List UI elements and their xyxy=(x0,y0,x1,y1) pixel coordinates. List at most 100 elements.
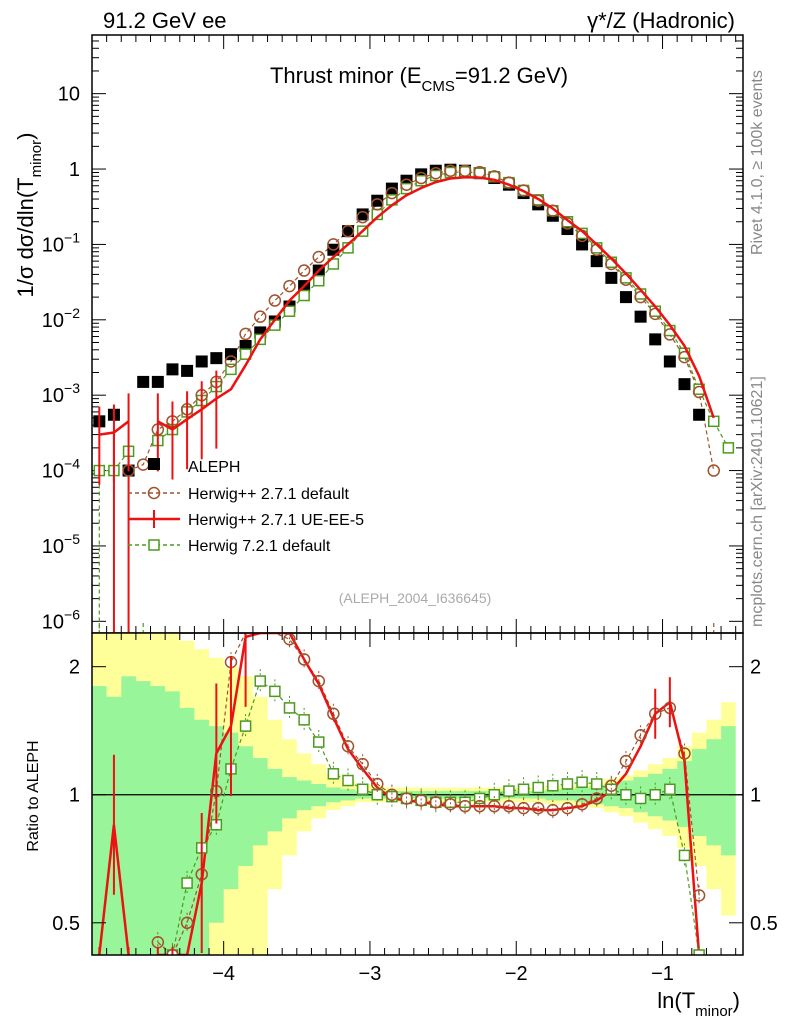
herwig7-point xyxy=(313,274,325,287)
x-tick-label: −3 xyxy=(359,963,382,985)
herwig7-point xyxy=(283,305,296,317)
ratio-panel: 2 2 1 1 0.5 0.5 −4 −3 −2 −1 Ratio to ALEPH ln(Tmi… xyxy=(25,632,778,1020)
herwig7-ratio-point xyxy=(342,774,354,787)
herwig7-point xyxy=(225,363,237,376)
herwigpp-default-ratio-point xyxy=(297,653,311,666)
aleph-point xyxy=(576,238,589,251)
herwig7-ratio-point xyxy=(298,714,310,726)
herwigpp-default-point xyxy=(531,194,545,207)
herwig7-ratio-point xyxy=(313,736,325,748)
y-axis-label: 1/σ dσ/dln(Tminor) xyxy=(13,133,45,298)
herwigpp-default-ratio-point xyxy=(634,728,647,742)
herwigpp-default-ratio-point xyxy=(283,633,296,646)
herwigpp-default-point xyxy=(312,250,326,264)
aleph-point xyxy=(693,408,706,421)
herwig7-point xyxy=(298,289,310,302)
herwig7-ratio-point xyxy=(561,778,574,790)
legend-marker-herwigpp-default xyxy=(147,486,161,500)
herwigpp-default-point xyxy=(385,186,399,200)
legend-label-herwigpp-default: Herwig++ 2.7.1 default xyxy=(188,486,350,503)
herwig7-ratio-point xyxy=(693,949,705,955)
x-axis-label: ln(Tminor) xyxy=(657,988,740,1020)
herwigpp-default-ratio-point xyxy=(414,794,428,807)
ratio-y-tick-label: 1 xyxy=(69,785,80,807)
herwigpp-default-ratio-point xyxy=(502,799,516,813)
herwigpp-default-ratio-point xyxy=(692,889,706,902)
herwigpp-default-point xyxy=(414,171,428,185)
herwig7-ratio-point xyxy=(678,849,691,862)
legend-marker-herwig7 xyxy=(148,539,160,551)
herwigpp-default-ratio-point xyxy=(400,792,413,805)
herwig7-ratio-point xyxy=(664,783,676,796)
aleph-point xyxy=(371,194,384,207)
analysis-watermark: (ALEPH_2004_I636645) xyxy=(339,590,492,606)
aleph-point xyxy=(181,364,194,377)
herwigpp-default-point xyxy=(224,355,238,368)
legend-label-herwigpp-ueee5: Herwig++ 2.7.1 UE-EE-5 xyxy=(188,512,364,529)
herwigpp-default-ratio-point xyxy=(678,747,691,760)
herwigpp-default-ratio-point xyxy=(312,674,326,688)
herwigpp-default-point xyxy=(283,279,296,293)
herwig7-ratio-point xyxy=(239,720,252,732)
x-tick-label: −1 xyxy=(651,963,674,985)
ratio-y-tick-label: 0.5 xyxy=(52,913,80,935)
aleph-point xyxy=(151,375,164,388)
herwig7-line xyxy=(99,171,729,472)
herwigpp-default-point xyxy=(239,327,252,341)
herwigpp-default-ratio-point xyxy=(590,792,603,805)
x-tick-label: −2 xyxy=(505,963,528,985)
herwigpp-default-point xyxy=(327,238,340,251)
aleph-point xyxy=(210,352,223,365)
herwigpp-default-ratio-point xyxy=(341,740,355,753)
aleph-point xyxy=(663,355,676,368)
aleph-point xyxy=(137,375,150,388)
ratio-y-tick-label-right: 1 xyxy=(750,785,761,807)
herwigpp-default-ratio-point xyxy=(473,799,486,813)
ratio-y-tick-label-right: 2 xyxy=(750,657,761,679)
aleph-point xyxy=(619,291,632,304)
aleph-point xyxy=(590,255,603,268)
herwig7-ratio-point xyxy=(620,788,632,801)
plot-title: Thrust minor (ECMS=91.2 GeV) xyxy=(270,63,568,95)
ratio-y-tick-label: 2 xyxy=(69,657,80,679)
herwig7-ratio-point xyxy=(181,877,193,889)
herwig7-ratio-point xyxy=(283,702,296,714)
herwigpp-default-ratio-point xyxy=(546,803,560,817)
herwig7-ratio-point xyxy=(503,785,515,797)
herwigpp-default-point xyxy=(297,264,311,277)
legend-label-aleph: ALEPH xyxy=(188,459,240,476)
herwigpp-default-ratio-point xyxy=(180,916,194,930)
ratio-y-axis-label: Ratio to ALEPH xyxy=(25,740,42,851)
herwig7-point xyxy=(722,442,735,454)
ratio-y-tick-label-right: 0.5 xyxy=(750,913,778,935)
herwigpp-default-ratio-line xyxy=(157,633,700,955)
aleph-point xyxy=(385,182,398,195)
herwigpp-default-ratio-point xyxy=(444,797,457,811)
y-tick-label: 10−4 xyxy=(42,456,80,483)
aleph-point xyxy=(649,333,662,346)
herwig7-ratio-point xyxy=(488,788,501,801)
herwigpp-default-ratio-point xyxy=(429,796,443,809)
herwig7-ratio-point xyxy=(576,776,588,788)
herwig7-ratio-point xyxy=(254,675,266,687)
herwigpp-default-ratio-point xyxy=(385,788,399,801)
herwigpp-default-point xyxy=(253,310,267,323)
mcplots-label: mcplots.cern.ch [arXiv:2401.10621] xyxy=(749,376,766,627)
herwigpp-default-point xyxy=(429,166,443,180)
herwigpp-default-ratio-point xyxy=(619,754,633,768)
herwig7-ratio-point xyxy=(649,788,661,801)
y-tick-label: 10−5 xyxy=(42,531,80,558)
herwigpp-default-point xyxy=(400,178,413,191)
aleph-point xyxy=(166,363,179,376)
herwig7-ratio-point xyxy=(634,792,647,805)
y-tick-label: 1 xyxy=(69,159,80,181)
herwigpp-default-point xyxy=(517,184,530,197)
herwigpp-default-point xyxy=(356,210,369,224)
legend-marker-aleph xyxy=(148,458,160,470)
herwigpp-ueee5-line xyxy=(99,175,715,436)
x-tick-label: −4 xyxy=(212,963,235,985)
herwigpp-default-ratio-point xyxy=(356,757,369,771)
legend-label-herwig7: Herwig 7.2.1 default xyxy=(188,538,331,555)
rivet-version-label: Rivet 4.1.0, ≥ 100k events xyxy=(749,70,766,255)
